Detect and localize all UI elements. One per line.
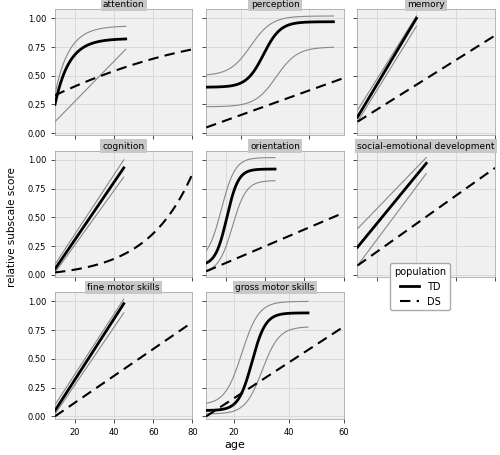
Title: memory: memory: [408, 0, 445, 9]
Title: social-emotional development: social-emotional development: [358, 142, 495, 151]
Title: gross motor skills: gross motor skills: [236, 283, 314, 292]
Text: age: age: [224, 440, 246, 450]
Legend: TD, DS: TD, DS: [390, 263, 450, 310]
Text: relative subscale score: relative subscale score: [8, 167, 18, 288]
Title: cognition: cognition: [102, 142, 145, 151]
Title: perception: perception: [250, 0, 300, 9]
Title: orientation: orientation: [250, 142, 300, 151]
Title: attention: attention: [103, 0, 144, 9]
Title: fine motor skills: fine motor skills: [88, 283, 160, 292]
